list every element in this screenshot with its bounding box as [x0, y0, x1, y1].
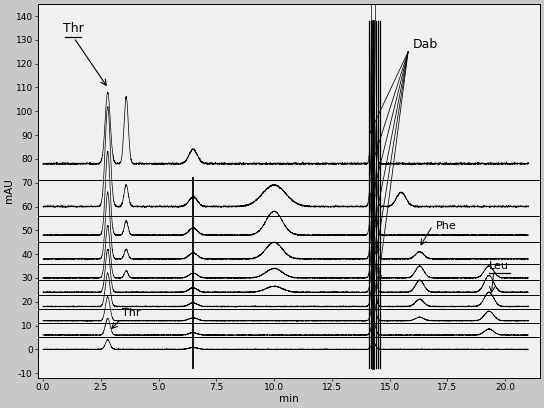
- X-axis label: min: min: [279, 394, 299, 404]
- Text: Phe: Phe: [436, 221, 456, 231]
- Y-axis label: mAU: mAU: [4, 179, 14, 204]
- Text: Dab: Dab: [413, 38, 438, 51]
- Text: Leu: Leu: [489, 261, 509, 271]
- Text: Thr: Thr: [121, 308, 140, 318]
- Text: Thr: Thr: [63, 22, 83, 35]
